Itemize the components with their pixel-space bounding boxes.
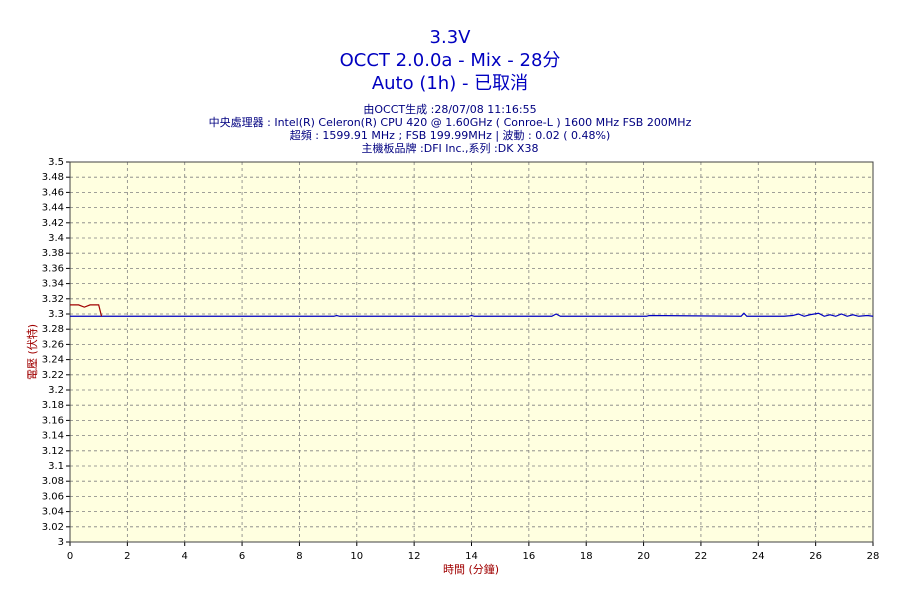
y-tick-label: 3.18 <box>42 400 64 411</box>
y-tick-label: 3.12 <box>42 446 64 457</box>
info-line: 中央處理器 : Intel(R) Celeron(R) CPU 420 @ 1.… <box>209 115 692 129</box>
y-tick-label: 3.02 <box>42 522 64 533</box>
x-tick-label: 0 <box>67 551 73 562</box>
y-tick-label: 3.22 <box>42 370 64 381</box>
plot-frame <box>69 161 874 543</box>
y-tick-label: 3.24 <box>42 355 64 366</box>
y-tick-label: 3.36 <box>42 263 64 274</box>
y-tick-label: 3.48 <box>42 172 64 183</box>
y-tick-label: 3.38 <box>42 248 64 259</box>
y-tick-label: 3.26 <box>42 339 64 350</box>
x-tick-label: 10 <box>350 551 363 562</box>
y-tick-label: 3.14 <box>42 431 64 442</box>
x-axis-label: 時間 (分鐘) <box>443 562 499 576</box>
plot-area <box>70 162 873 542</box>
y-tick-label: 3.42 <box>42 218 64 229</box>
y-tick-label: 3.06 <box>42 491 64 502</box>
y-tick-label: 3.32 <box>42 294 64 305</box>
y-tick-label: 3.04 <box>42 507 64 518</box>
x-tick-label: 2 <box>124 551 130 562</box>
chart-title: 3.3V <box>430 27 472 48</box>
x-tick-label: 6 <box>239 551 245 562</box>
x-tick-label: 18 <box>580 551 593 562</box>
y-tick-label: 3.2 <box>48 385 64 396</box>
y-tick-label: 3.08 <box>42 476 64 487</box>
y-tick-label: 3.1 <box>48 461 64 472</box>
x-tick-label: 24 <box>752 551 765 562</box>
y-tick-label: 3.3 <box>48 309 64 320</box>
y-tick-label: 3.46 <box>42 187 64 198</box>
y-tick-label: 3.4 <box>48 233 64 244</box>
x-tick-label: 16 <box>522 551 535 562</box>
x-tick-label: 20 <box>637 551 650 562</box>
x-tick-label: 28 <box>867 551 880 562</box>
x-tick-label: 8 <box>296 551 302 562</box>
y-tick-label: 3.44 <box>42 203 64 214</box>
x-tick-label: 14 <box>465 551 478 562</box>
y-tick-label: 3.28 <box>42 324 64 335</box>
y-tick-label: 3.5 <box>48 157 64 168</box>
y-tick-label: 3 <box>58 537 64 548</box>
x-tick-label: 26 <box>809 551 822 562</box>
y-axis-label: 電壓 (伏特) <box>25 324 39 380</box>
chart-subtitle: OCCT 2.0.0a - Mix - 28分 <box>340 50 561 71</box>
info-line: 主機板品牌 :DFI Inc.,系列 :DK X38 <box>362 141 539 155</box>
x-tick-label: 22 <box>695 551 708 562</box>
y-tick-label: 3.34 <box>42 279 64 290</box>
info-line: 由OCCT生成 :28/07/08 11:16:55 <box>363 102 536 116</box>
x-tick-label: 12 <box>408 551 421 562</box>
x-tick-label: 4 <box>182 551 188 562</box>
y-tick-label: 3.16 <box>42 415 64 426</box>
chart-subtitle: Auto (1h) - 已取消 <box>372 73 528 94</box>
series-line <box>70 304 103 317</box>
info-line: 超頻 : 1599.91 MHz ; FSB 199.99MHz | 波動 : … <box>290 128 611 142</box>
series-line <box>70 312 874 317</box>
